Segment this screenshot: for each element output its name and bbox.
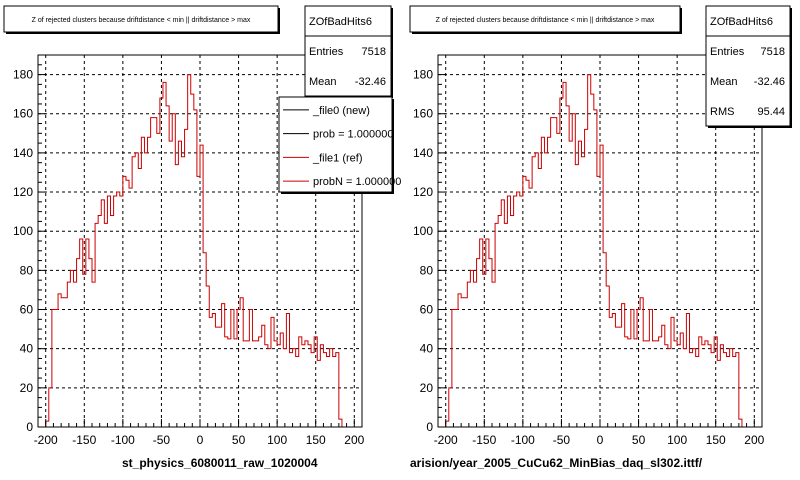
- stats-row-label: Entries: [710, 46, 745, 58]
- y-tick-label: 180: [413, 68, 433, 82]
- histogram-title: Z of rejected clusters because driftdist…: [32, 17, 251, 24]
- stats-row-value: 95.44: [757, 106, 785, 118]
- x-tick-label: -150: [72, 433, 96, 447]
- y-tick-label: 160: [413, 107, 433, 121]
- legend-box: [278, 96, 393, 193]
- histogram-series-1: [45, 74, 346, 428]
- x-tick-label: -150: [472, 433, 496, 447]
- stats-row-value: 7518: [362, 46, 386, 58]
- legend: _file0 (new) prob = 1.000000 _file1 (ref) p…: [278, 96, 401, 194]
- legend-label: _file0 (new): [312, 105, 370, 117]
- x-tick-label: 50: [632, 433, 646, 447]
- legend-label: _file1 (ref): [312, 152, 363, 164]
- x-tick-label: 100: [667, 433, 687, 447]
- y-tick-label: 100: [413, 224, 433, 238]
- stats-box: [705, 5, 791, 127]
- x-tick-label: 0: [597, 433, 604, 447]
- x-tick-label: -200: [434, 433, 458, 447]
- y-tick-label: 80: [420, 263, 434, 277]
- x-tick-label: -100: [511, 433, 535, 447]
- x-tick-label: 150: [706, 433, 726, 447]
- stats-row-value: -32.46: [754, 76, 785, 88]
- y-tick-label: 20: [420, 381, 434, 395]
- histogram-series-1: [445, 74, 746, 428]
- y-tick-label: 0: [26, 420, 33, 434]
- x-tick-label: 200: [344, 433, 364, 447]
- y-tick-label: 0: [426, 420, 433, 434]
- stats-name: ZOfBadHits6: [710, 16, 773, 28]
- y-tick-label: 120: [413, 185, 433, 199]
- y-tick-label: 140: [13, 146, 33, 160]
- y-tick-label: 60: [420, 303, 434, 317]
- title-box: [409, 5, 681, 33]
- x-tick-label: 100: [267, 433, 287, 447]
- histogram-title: Z of rejected clusters because driftdist…: [436, 17, 655, 24]
- title-box: [3, 5, 279, 33]
- y-tick-label: 20: [20, 381, 34, 395]
- histogram-panel-1: -200 -150 -100 -50 0 50 100 150 200 0 20 40 60 80 100 1…: [3, 5, 401, 447]
- y-tick-label: 40: [420, 342, 434, 356]
- x-tick-label: 50: [232, 433, 246, 447]
- y-tick-label: 160: [13, 107, 33, 121]
- x-tick-label: -50: [153, 433, 171, 447]
- x-tick-label: -50: [553, 433, 571, 447]
- y-tick-label: 80: [20, 263, 34, 277]
- legend-label: probN = 1.000000: [313, 176, 401, 188]
- x-tick-label: -100: [111, 433, 135, 447]
- y-tick-label: 60: [20, 303, 34, 317]
- legend-label: prob = 1.000000: [313, 129, 393, 141]
- stats-box: [304, 5, 392, 97]
- y-tick-label: 120: [13, 185, 33, 199]
- left-file-label: st_physics_6080011_raw_1020004: [122, 456, 318, 470]
- x-tick-label: 200: [744, 433, 764, 447]
- x-tick-label: -200: [34, 433, 58, 447]
- y-tick-label: 180: [13, 68, 33, 82]
- y-tick-label: 40: [20, 342, 34, 356]
- right-file-label: arision/year_2005_CuCu62_MinBias_daq_sl3…: [410, 456, 703, 470]
- stats-row-label: RMS: [710, 106, 734, 118]
- y-tick-label: 100: [13, 224, 33, 238]
- stats-row-label: Mean: [710, 76, 738, 88]
- stats-row-label: Entries: [309, 46, 344, 58]
- stats-row-label: Mean: [309, 76, 337, 88]
- stats-name: ZOfBadHits6: [309, 16, 372, 28]
- y-tick-label: 140: [413, 146, 433, 160]
- x-tick-label: 0: [197, 433, 204, 447]
- x-tick-label: 150: [306, 433, 326, 447]
- stats-row-value: -32.46: [355, 76, 386, 88]
- stats-row-value: 7518: [761, 46, 785, 58]
- histogram-panel-2: -200 -150 -100 -50 0 50 100 150 200 0 20 40 60 80 100 1…: [409, 5, 792, 447]
